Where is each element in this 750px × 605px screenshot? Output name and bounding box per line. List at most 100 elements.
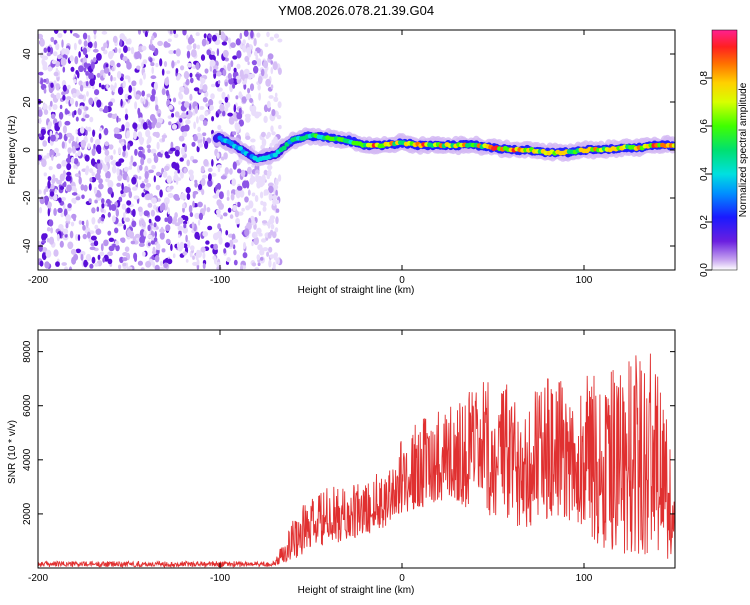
noise-speckle xyxy=(116,62,121,68)
noise-speckle xyxy=(213,256,217,265)
colorbar-tick-label: 0.0 xyxy=(699,263,710,277)
noise-speckle xyxy=(99,251,105,256)
spectrogram-y-tick-label: 0 xyxy=(22,147,33,153)
noise-speckle xyxy=(251,231,258,239)
noise-speckle xyxy=(83,259,88,268)
noise-speckle xyxy=(61,141,65,149)
noise-speckle xyxy=(225,230,229,236)
noise-speckle xyxy=(216,71,222,77)
noise-speckle xyxy=(91,217,96,225)
noise-speckle xyxy=(114,82,117,89)
noise-speckle xyxy=(128,191,133,199)
noise-speckle xyxy=(257,84,261,91)
noise-speckle xyxy=(221,91,226,100)
noise-speckle xyxy=(165,238,171,245)
noise-speckle xyxy=(268,192,273,201)
noise-speckle xyxy=(41,239,46,244)
noise-speckle xyxy=(42,140,48,147)
noise-speckle xyxy=(50,134,56,142)
noise-speckle xyxy=(40,128,46,136)
noise-speckle xyxy=(202,136,206,145)
noise-speckle xyxy=(197,250,203,258)
noise-speckle xyxy=(85,80,89,87)
noise-speckle xyxy=(125,217,130,222)
noise-speckle xyxy=(216,152,220,160)
noise-speckle xyxy=(217,223,221,230)
noise-speckle xyxy=(66,171,72,176)
noise-speckle xyxy=(56,163,62,170)
noise-speckle xyxy=(218,236,223,245)
noise-speckle xyxy=(50,36,55,43)
snr-ylabel: SNR (10 * v/v) xyxy=(7,420,18,484)
noise-speckle xyxy=(224,106,229,112)
noise-speckle xyxy=(220,175,227,180)
noise-speckle xyxy=(94,89,100,96)
noise-speckle xyxy=(144,171,149,180)
noise-speckle xyxy=(55,43,60,51)
noise-speckle xyxy=(252,208,257,213)
noise-speckle xyxy=(101,30,108,35)
noise-speckle xyxy=(59,186,65,190)
noise-speckle xyxy=(101,84,106,90)
noise-speckle xyxy=(179,157,184,162)
noise-speckle xyxy=(94,224,99,230)
noise-speckle xyxy=(74,56,79,65)
noise-speckle xyxy=(212,194,219,199)
noise-speckle xyxy=(65,214,71,222)
noise-speckle xyxy=(51,59,57,65)
noise-speckle xyxy=(244,78,248,84)
noise-speckle xyxy=(184,215,189,222)
noise-speckle xyxy=(160,152,163,158)
noise-speckle xyxy=(271,131,276,136)
noise-speckle xyxy=(40,78,44,85)
noise-speckle xyxy=(257,182,264,188)
noise-speckle xyxy=(48,219,54,227)
noise-speckle xyxy=(148,169,155,174)
colorbar-tick-label: 0.8 xyxy=(699,71,710,85)
noise-speckle xyxy=(253,236,259,246)
noise-speckle xyxy=(228,116,235,125)
noise-speckle xyxy=(59,240,64,248)
noise-speckle xyxy=(79,126,85,134)
noise-speckle xyxy=(46,52,52,57)
noise-speckle xyxy=(73,42,77,51)
noise-speckle xyxy=(140,97,144,104)
snr-marks xyxy=(38,353,675,568)
noise-speckle xyxy=(94,262,99,267)
noise-speckle xyxy=(194,105,198,114)
noise-speckle xyxy=(49,183,55,190)
noise-speckle xyxy=(186,159,190,167)
noise-speckle xyxy=(97,162,103,171)
noise-speckle xyxy=(123,224,127,231)
noise-speckle xyxy=(152,117,158,126)
noise-speckle xyxy=(157,40,164,47)
noise-speckle xyxy=(102,257,106,263)
noise-speckle xyxy=(58,197,62,204)
noise-speckle xyxy=(262,206,267,212)
noise-speckle xyxy=(178,234,181,239)
noise-speckle xyxy=(259,191,264,199)
noise-speckle xyxy=(163,61,168,67)
noise-speckle xyxy=(177,225,183,231)
snr-frame xyxy=(37,329,676,569)
noise-speckle xyxy=(144,178,149,184)
noise-speckle xyxy=(91,171,95,177)
noise-speckle xyxy=(95,228,102,235)
noise-speckle xyxy=(236,185,243,191)
noise-speckle xyxy=(53,80,57,86)
noise-speckle xyxy=(257,262,261,267)
noise-speckle xyxy=(89,246,96,251)
noise-speckle xyxy=(165,224,171,232)
noise-speckle xyxy=(235,75,241,80)
noise-speckle xyxy=(142,59,148,65)
noise-speckle xyxy=(274,92,278,98)
noise-speckle xyxy=(124,75,131,80)
noise-speckle xyxy=(142,122,148,130)
noise-speckle xyxy=(116,167,120,176)
noise-speckle xyxy=(266,251,270,257)
noise-speckle xyxy=(169,147,176,152)
noise-speckle xyxy=(90,136,94,143)
noise-speckle xyxy=(194,179,198,184)
noise-speckle xyxy=(151,164,156,170)
